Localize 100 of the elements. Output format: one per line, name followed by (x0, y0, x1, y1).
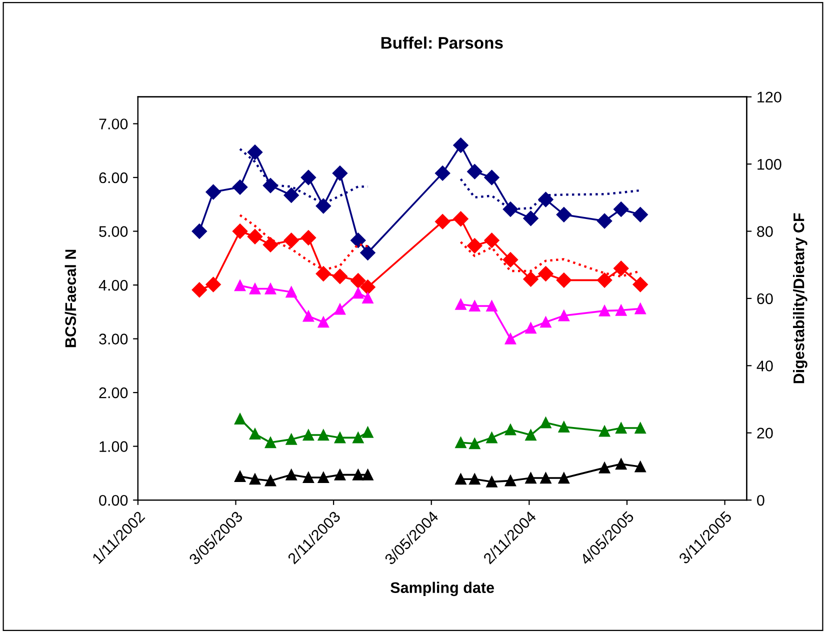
point (362, 469, 374, 480)
point (598, 426, 610, 437)
point (318, 472, 329, 484)
y2-tick-label: 40 (756, 360, 773, 372)
point (435, 214, 450, 230)
point (540, 417, 552, 428)
point (502, 202, 518, 217)
point (558, 310, 570, 322)
point (286, 286, 297, 298)
point (469, 474, 480, 485)
y-tick-label: 1.00 (100, 441, 128, 452)
point (540, 316, 552, 328)
point (286, 469, 297, 480)
point (318, 429, 329, 441)
y2-tick-label: 80 (757, 226, 773, 237)
y2-tick-label: 120 (758, 92, 782, 103)
y-tick-label: 0.00 (99, 494, 128, 506)
point (455, 474, 466, 485)
point (504, 333, 516, 344)
point (632, 207, 648, 222)
point (360, 280, 376, 295)
point (302, 472, 314, 484)
y2-tick-label: 0 (757, 494, 764, 506)
point (525, 472, 536, 484)
point (192, 282, 207, 298)
point (455, 298, 466, 310)
y-tick-label: 6.00 (99, 172, 128, 184)
point (247, 229, 263, 244)
point (504, 475, 516, 486)
point (332, 166, 348, 181)
point (616, 458, 627, 470)
point (286, 434, 297, 445)
point (502, 252, 518, 268)
point (334, 432, 346, 444)
chart-title: Buffel: Parsons (381, 36, 503, 49)
point (316, 198, 331, 214)
point (350, 273, 366, 288)
y-tick-label: 5.00 (99, 226, 128, 237)
point (264, 436, 276, 448)
point (435, 166, 450, 181)
point (362, 426, 374, 438)
point (262, 178, 278, 194)
point (632, 276, 648, 292)
point (486, 476, 498, 488)
point (316, 266, 331, 282)
y2-tick-label: 100 (758, 158, 782, 170)
point (249, 283, 261, 294)
point (249, 428, 261, 440)
point (232, 224, 248, 239)
point (334, 469, 346, 480)
point (486, 300, 498, 312)
point (262, 237, 278, 252)
point (616, 304, 627, 316)
point (596, 272, 612, 288)
point (352, 288, 364, 299)
point (556, 207, 572, 222)
point (469, 438, 480, 450)
point (332, 268, 348, 284)
point (598, 462, 610, 474)
point (469, 300, 480, 312)
y-tick-label: 2.00 (99, 387, 128, 398)
point (614, 202, 629, 217)
point (264, 475, 276, 486)
point (484, 170, 500, 186)
point (486, 432, 498, 444)
point (300, 170, 316, 186)
point (540, 472, 552, 484)
point (558, 472, 570, 484)
point (504, 424, 516, 436)
point (318, 316, 329, 328)
point (192, 224, 207, 239)
point (300, 230, 316, 246)
point (284, 232, 299, 248)
y2-tick-label: 20 (757, 428, 773, 439)
y-axis-title: BCS/Faecal N (64, 250, 76, 348)
point (596, 213, 612, 229)
x-axis-title: Sampling date (390, 582, 494, 596)
point (350, 232, 366, 248)
point (455, 436, 466, 448)
point (302, 429, 314, 441)
point (206, 276, 221, 292)
point (284, 188, 299, 203)
y-tick-label: 7.00 (99, 118, 128, 130)
point (523, 272, 538, 287)
point (362, 292, 374, 304)
point (453, 211, 468, 226)
point (334, 304, 346, 315)
point (249, 474, 261, 485)
point (453, 138, 468, 153)
point (538, 266, 554, 282)
point (360, 245, 376, 260)
point (264, 283, 276, 294)
y-tick-label: 3.00 (99, 334, 128, 344)
point (523, 210, 538, 226)
point (558, 421, 570, 433)
point (352, 432, 364, 444)
point (538, 192, 554, 208)
point (525, 429, 536, 441)
point (234, 280, 246, 292)
point (616, 422, 627, 434)
